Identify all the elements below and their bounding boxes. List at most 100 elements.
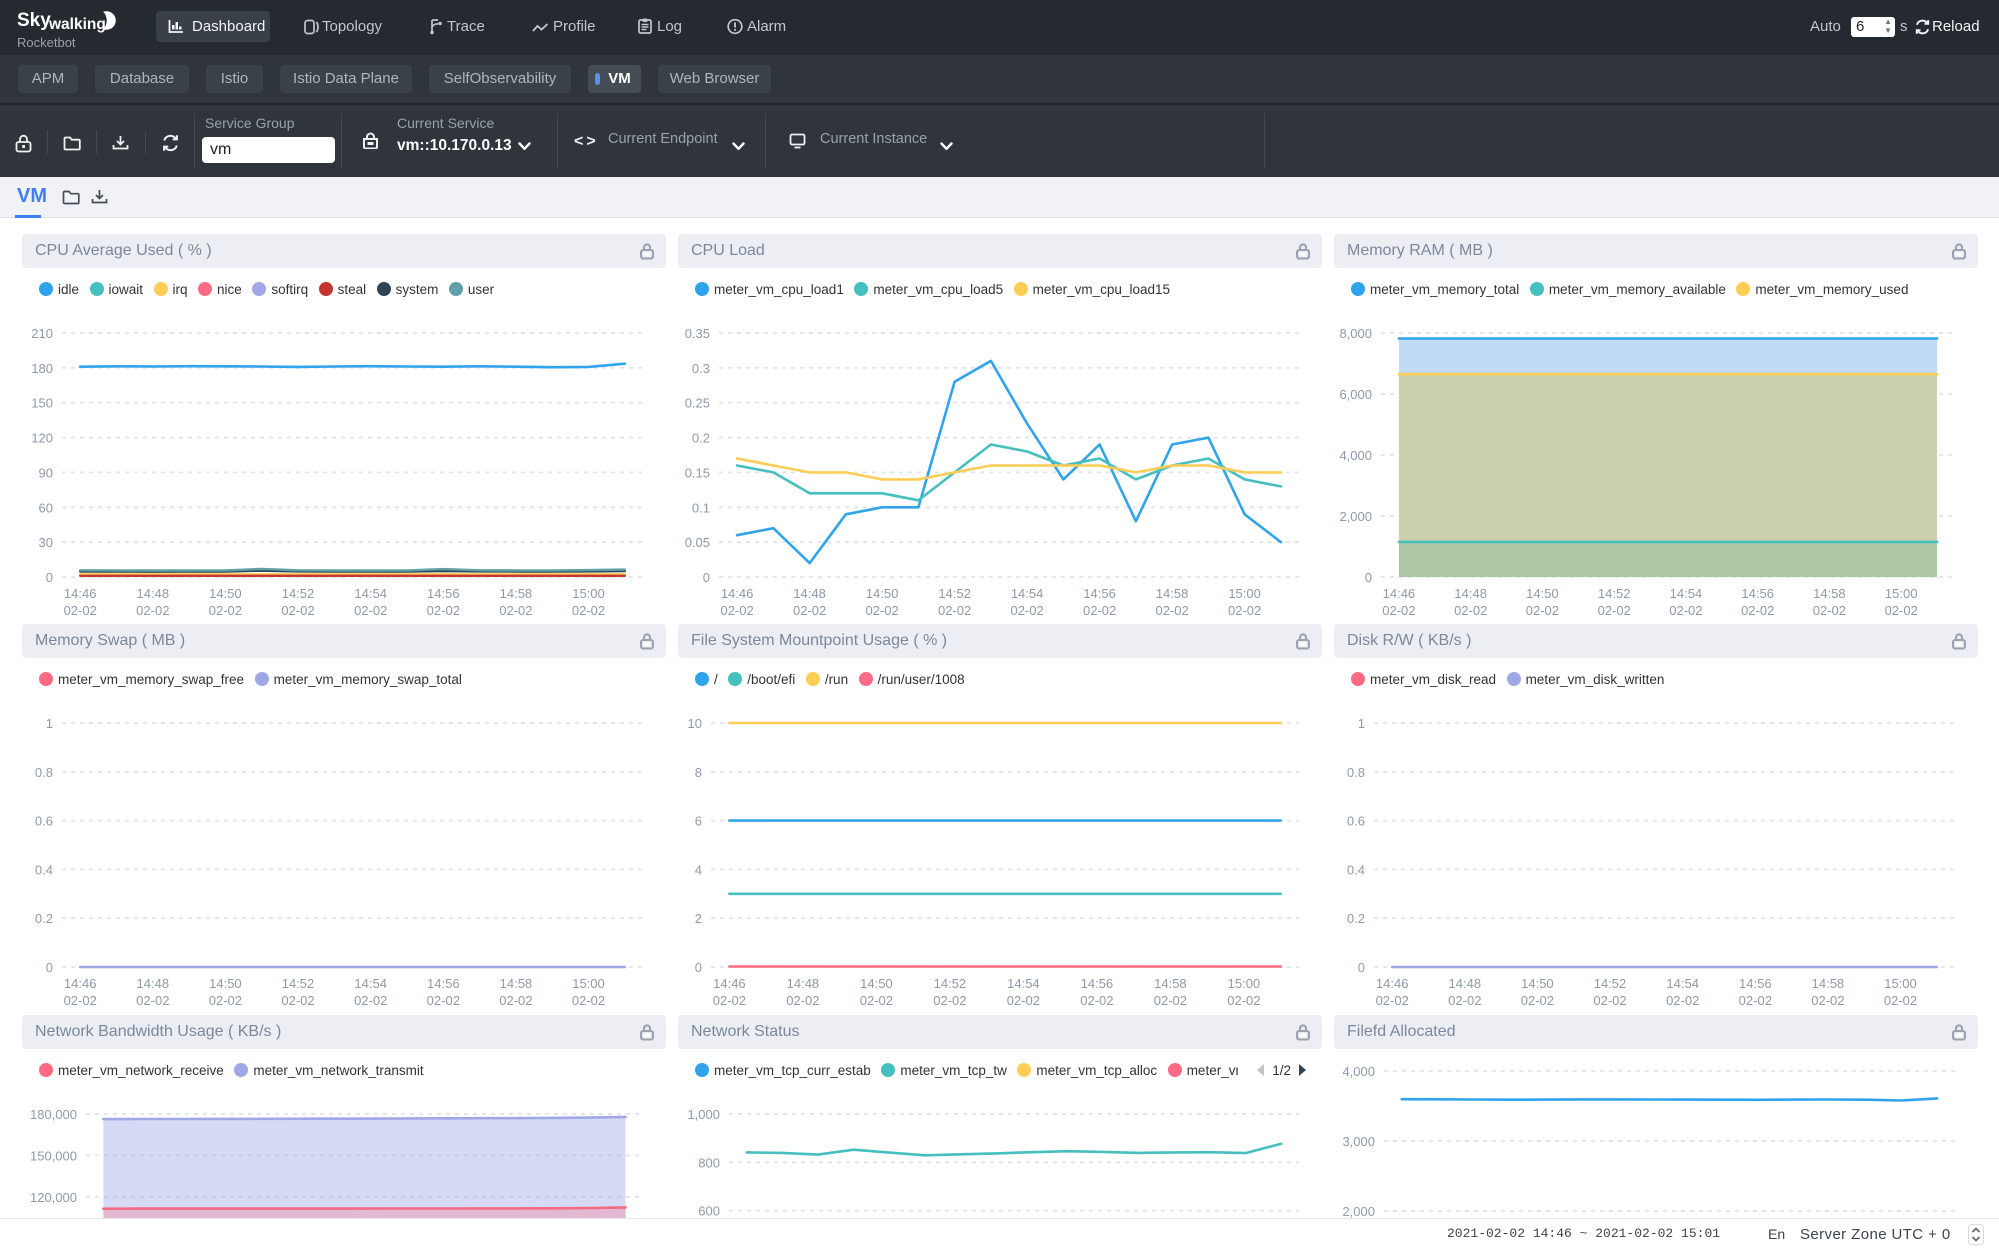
- svg-text:02-02: 02-02: [793, 603, 826, 618]
- svg-text:14:58: 14:58: [1154, 976, 1187, 991]
- svg-text:0.3: 0.3: [692, 361, 710, 376]
- svg-text:14:50: 14:50: [209, 976, 242, 991]
- svg-text:4: 4: [695, 862, 702, 877]
- svg-text:14:56: 14:56: [427, 586, 460, 601]
- svg-text:800: 800: [698, 1155, 720, 1170]
- svg-text:14:56: 14:56: [1741, 586, 1774, 601]
- svg-text:1: 1: [46, 716, 53, 731]
- svg-text:0: 0: [695, 960, 702, 975]
- svg-text:14:52: 14:52: [1598, 586, 1631, 601]
- svg-text:02-02: 02-02: [209, 603, 242, 618]
- svg-text:02-02: 02-02: [786, 993, 819, 1008]
- svg-text:15:00: 15:00: [1884, 976, 1917, 991]
- svg-text:02-02: 02-02: [1154, 993, 1187, 1008]
- svg-text:14:56: 14:56: [1083, 586, 1116, 601]
- svg-text:120,000: 120,000: [30, 1190, 77, 1205]
- svg-text:14:50: 14:50: [209, 586, 242, 601]
- svg-text:14:54: 14:54: [1670, 586, 1703, 601]
- svg-text:14:50: 14:50: [1521, 976, 1554, 991]
- svg-text:0.2: 0.2: [1347, 911, 1365, 926]
- svg-text:0.2: 0.2: [692, 431, 710, 446]
- svg-text:02-02: 02-02: [1080, 993, 1113, 1008]
- svg-text:0.4: 0.4: [35, 862, 53, 877]
- svg-text:02-02: 02-02: [136, 603, 169, 618]
- svg-text:6: 6: [695, 814, 702, 829]
- svg-text:02-02: 02-02: [64, 603, 97, 618]
- svg-text:8,000: 8,000: [1339, 326, 1372, 341]
- svg-text:02-02: 02-02: [1083, 603, 1116, 618]
- svg-text:15:00: 15:00: [572, 976, 605, 991]
- svg-text:150: 150: [31, 396, 53, 411]
- svg-text:02-02: 02-02: [1228, 603, 1261, 618]
- svg-text:14:48: 14:48: [137, 586, 170, 601]
- svg-text:02-02: 02-02: [499, 603, 532, 618]
- svg-text:180,000: 180,000: [30, 1107, 77, 1122]
- svg-text:14:54: 14:54: [354, 586, 387, 601]
- svg-text:0.8: 0.8: [35, 765, 53, 780]
- svg-text:02-02: 02-02: [713, 993, 746, 1008]
- svg-text:14:48: 14:48: [1454, 586, 1487, 601]
- svg-text:02-02: 02-02: [1454, 603, 1487, 618]
- svg-text:02-02: 02-02: [427, 603, 460, 618]
- svg-text:14:46: 14:46: [713, 976, 746, 991]
- svg-text:14:48: 14:48: [793, 586, 826, 601]
- svg-text:02-02: 02-02: [933, 993, 966, 1008]
- svg-text:02-02: 02-02: [1227, 993, 1260, 1008]
- svg-text:02-02: 02-02: [865, 603, 898, 618]
- svg-text:02-02: 02-02: [1669, 603, 1702, 618]
- svg-text:0: 0: [1365, 570, 1372, 585]
- svg-text:0.35: 0.35: [685, 326, 710, 341]
- svg-text:14:56: 14:56: [1081, 976, 1114, 991]
- svg-text:15:00: 15:00: [1228, 976, 1261, 991]
- svg-text:02-02: 02-02: [1739, 993, 1772, 1008]
- svg-text:02-02: 02-02: [1741, 603, 1774, 618]
- svg-text:14:58: 14:58: [1812, 976, 1845, 991]
- svg-text:0.2: 0.2: [35, 911, 53, 926]
- svg-text:14:50: 14:50: [860, 976, 893, 991]
- svg-text:02-02: 02-02: [1884, 993, 1917, 1008]
- svg-text:0: 0: [46, 960, 53, 975]
- svg-text:02-02: 02-02: [136, 993, 169, 1008]
- svg-text:02-02: 02-02: [572, 603, 605, 618]
- svg-text:0: 0: [1358, 960, 1365, 975]
- svg-text:14:46: 14:46: [1376, 976, 1409, 991]
- svg-text:6,000: 6,000: [1339, 387, 1372, 402]
- svg-text:3,000: 3,000: [1342, 1134, 1375, 1149]
- svg-text:150,000: 150,000: [30, 1148, 77, 1163]
- svg-text:14:46: 14:46: [64, 976, 97, 991]
- svg-text:120: 120: [31, 431, 53, 446]
- svg-text:14:50: 14:50: [1526, 586, 1559, 601]
- svg-text:14:52: 14:52: [938, 586, 971, 601]
- svg-text:02-02: 02-02: [1010, 603, 1043, 618]
- svg-text:14:50: 14:50: [866, 586, 899, 601]
- svg-text:02-02: 02-02: [499, 993, 532, 1008]
- svg-text:02-02: 02-02: [1376, 993, 1409, 1008]
- svg-text:10: 10: [688, 716, 702, 731]
- svg-text:14:58: 14:58: [1813, 586, 1846, 601]
- svg-text:0.6: 0.6: [35, 814, 53, 829]
- svg-text:14:58: 14:58: [1156, 586, 1189, 601]
- svg-text:02-02: 02-02: [1813, 603, 1846, 618]
- svg-text:14:46: 14:46: [1383, 586, 1416, 601]
- svg-text:14:56: 14:56: [1739, 976, 1772, 991]
- svg-text:02-02: 02-02: [860, 993, 893, 1008]
- svg-text:4,000: 4,000: [1342, 1064, 1375, 1079]
- svg-text:15:00: 15:00: [572, 586, 605, 601]
- svg-text:0: 0: [703, 570, 710, 585]
- svg-text:1: 1: [1358, 716, 1365, 731]
- svg-text:14:52: 14:52: [282, 586, 315, 601]
- svg-text:14:52: 14:52: [1594, 976, 1627, 991]
- svg-text:0.25: 0.25: [685, 396, 710, 411]
- svg-text:02-02: 02-02: [281, 993, 314, 1008]
- svg-text:02-02: 02-02: [1155, 603, 1188, 618]
- svg-text:0.1: 0.1: [692, 500, 710, 515]
- svg-text:02-02: 02-02: [1448, 993, 1481, 1008]
- svg-text:02-02: 02-02: [572, 993, 605, 1008]
- svg-text:14:58: 14:58: [500, 976, 533, 991]
- svg-text:02-02: 02-02: [1885, 603, 1918, 618]
- svg-text:0.15: 0.15: [685, 465, 710, 480]
- svg-text:14:48: 14:48: [787, 976, 820, 991]
- svg-text:4,000: 4,000: [1339, 448, 1372, 463]
- svg-text:14:46: 14:46: [64, 586, 97, 601]
- svg-text:02-02: 02-02: [938, 603, 971, 618]
